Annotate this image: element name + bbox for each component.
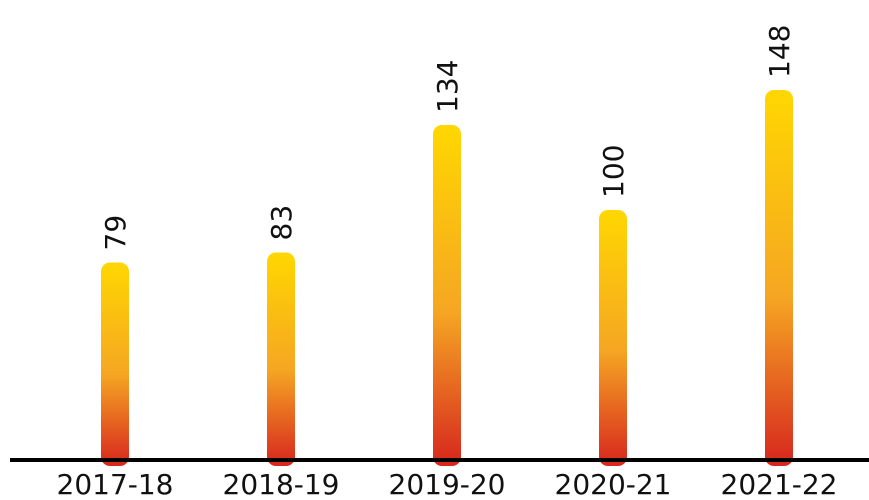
value-label-2020-21: 100: [597, 145, 630, 198]
x-tick-label-2020-21: 2020-21: [555, 468, 672, 500]
bar-2017-18: [101, 262, 129, 466]
x-tick-label-2018-19: 2018-19: [223, 468, 340, 500]
value-label-2017-18: 79: [99, 215, 132, 251]
value-label-2021-22: 148: [763, 25, 796, 78]
value-label-2018-19: 83: [265, 205, 298, 241]
bar-2018-19: [267, 252, 295, 466]
value-label-2019-20: 134: [431, 60, 464, 113]
bar-2019-20: [433, 125, 461, 466]
value-labels-layer: 79 83 134 100 148: [99, 25, 796, 251]
bar-2020-21: [599, 210, 627, 466]
bar-2021-22: [765, 90, 793, 466]
x-tick-label-2021-22: 2021-22: [721, 468, 838, 500]
bars-layer: [101, 90, 793, 466]
x-tick-labels-layer: 2017-18 2018-19 2019-20 2020-21 2021-22: [57, 468, 838, 500]
x-tick-label-2019-20: 2019-20: [389, 468, 506, 500]
x-tick-label-2017-18: 2017-18: [57, 468, 174, 500]
